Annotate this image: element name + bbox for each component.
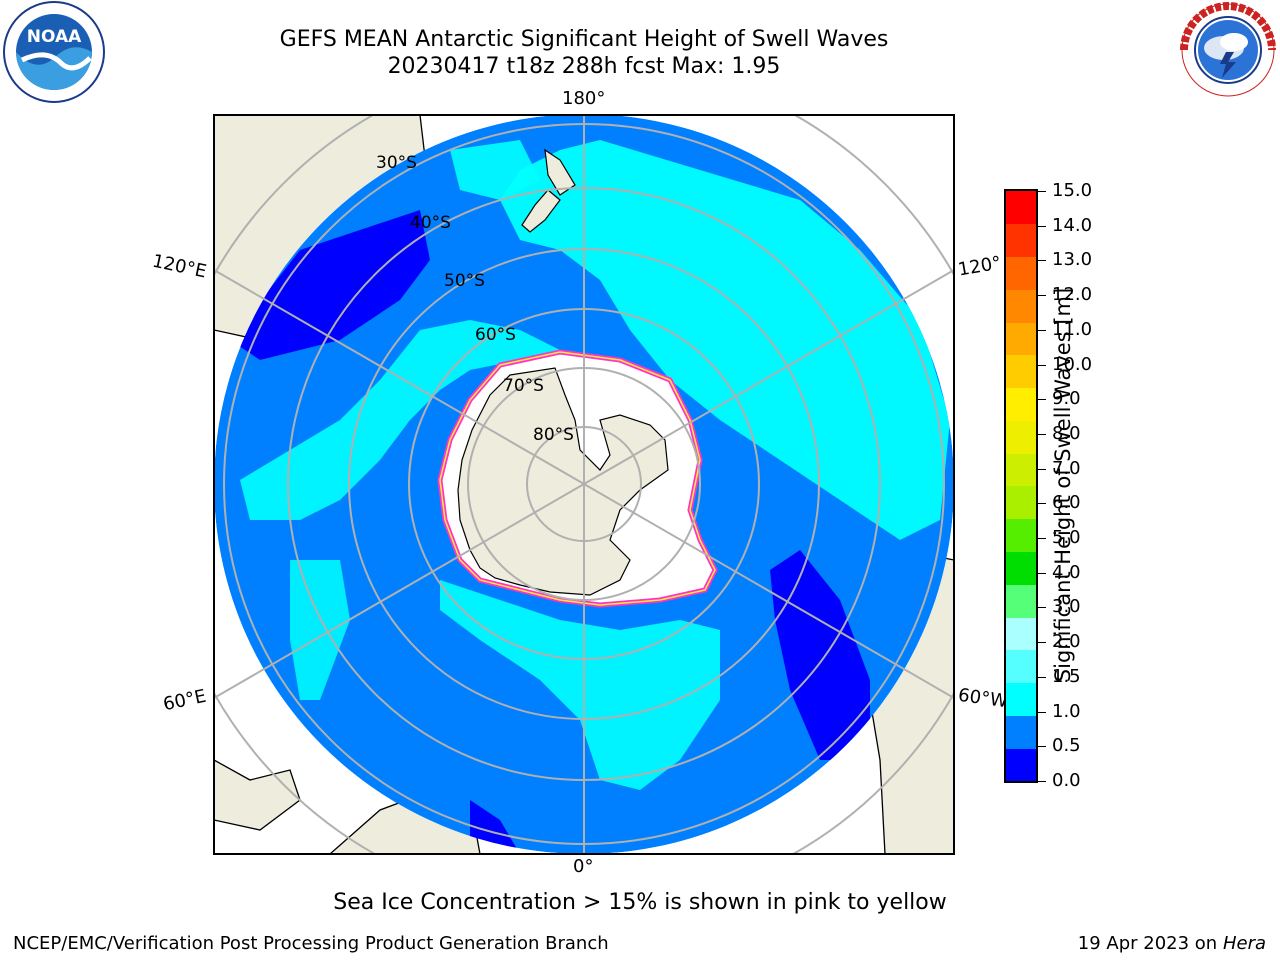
chart-title: GEFS MEAN Antarctic Significant Height o…: [279, 27, 889, 52]
footer-date: 19 Apr 2023 on Hera: [1078, 933, 1266, 954]
colorbar-tick-label: 13.0: [1052, 249, 1093, 271]
lat-label-70s: 70°S: [503, 376, 544, 396]
colorbar-tick: [1036, 191, 1046, 192]
colorbar-tick-label: 14.0: [1052, 214, 1093, 236]
lat-label-30s: 30°S: [376, 153, 417, 173]
colorbar-tick: [1036, 711, 1046, 713]
colorbar-tick-label: 5.0: [1052, 527, 1081, 549]
colorbar-segment: [1006, 453, 1036, 487]
colorbar-segment: [1006, 617, 1036, 651]
colorbar-tick: [1036, 364, 1046, 366]
colorbar-tick-label: 6.0: [1052, 492, 1081, 514]
colorbar-tick: [1036, 399, 1046, 401]
colorbar-tick-label: 4.0: [1052, 561, 1081, 583]
lon-label-0: 0°: [573, 856, 594, 877]
footer-date-text: 19 Apr 2023 on: [1077, 933, 1223, 954]
colorbar-tick: [1036, 676, 1046, 678]
lon-label-180: 180°: [562, 88, 606, 109]
colorbar-segment: [1006, 748, 1036, 782]
colorbar-tick-label: 2.0: [1052, 631, 1081, 653]
colorbar-tick-label: 15.0: [1052, 180, 1093, 201]
colorbar-segment: [1006, 289, 1036, 323]
sea-ice-note: Sea Ice Concentration > 15% is shown in …: [333, 890, 947, 915]
colorbar-tick-label: 9.0: [1052, 388, 1081, 410]
colorbar-tick: [1036, 538, 1046, 540]
colorbar-tick: [1036, 572, 1046, 574]
colorbar-tick: [1036, 225, 1046, 227]
colorbar-tick: [1036, 433, 1046, 435]
colorbar-segment: [1006, 486, 1036, 520]
colorbar-tick-label: 7.0: [1052, 457, 1081, 479]
colorbar-tick-label: 1.5: [1052, 665, 1081, 687]
colorbar-tick-label: 8.0: [1052, 422, 1081, 444]
colorbar-segment: [1006, 682, 1036, 716]
colorbar-tick-label: 0.0: [1052, 770, 1081, 791]
swell-patch-1: [290, 560, 350, 700]
colorbar-tick: [1036, 642, 1046, 644]
lat-label-40s: 40°S: [410, 213, 451, 233]
colorbar-segment: [1006, 518, 1036, 553]
chart-subtitle: 20230417 t18z 288h fcst Max: 1.95: [387, 54, 781, 79]
svg-text:NOAA: NOAA: [27, 27, 82, 47]
colorbar-tick: [1036, 329, 1046, 331]
colorbar-segment: [1006, 354, 1036, 389]
nws-logo-icon: [1180, 2, 1276, 97]
colorbar-segment: [1006, 420, 1036, 454]
noaa-logo-icon: NOAA: [3, 1, 105, 103]
lat-label-50s: 50°S: [444, 271, 485, 291]
colorbar-tick: [1036, 503, 1046, 505]
colorbar-tick: [1036, 260, 1046, 262]
colorbar-segment: [1006, 551, 1036, 585]
graticule: [214, 115, 954, 854]
colorbar-segment: [1006, 584, 1036, 618]
colorbar: [1004, 189, 1038, 783]
colorbar-tick-label: 3.0: [1052, 596, 1081, 618]
colorbar-tick-label: 0.5: [1052, 735, 1081, 757]
colorbar-tick-label: 10.0: [1052, 353, 1093, 375]
swell-pacific: [500, 140, 950, 540]
colorbar-segment: [1006, 387, 1036, 421]
colorbar-segment: [1006, 191, 1036, 225]
footer-host: Hera: [1222, 933, 1266, 954]
low-swell-south-america: [770, 550, 870, 760]
lat-label-80s: 80°S: [533, 425, 574, 445]
swell-atlantic: [440, 580, 720, 790]
colorbar-segment: [1006, 223, 1036, 258]
colorbar-segment: [1006, 322, 1036, 356]
colorbar-segment: [1006, 649, 1036, 684]
colorbar-tick: [1036, 746, 1046, 748]
land-antarctica: [457, 367, 669, 596]
colorbar-tick: [1036, 468, 1046, 470]
lat-label-60s: 60°S: [475, 325, 516, 345]
colorbar-segment: [1006, 715, 1036, 749]
colorbar-segment: [1006, 256, 1036, 290]
footer-branch: NCEP/EMC/Verification Post Processing Pr…: [13, 933, 609, 954]
colorbar-tick-label: 1.0: [1052, 700, 1081, 722]
colorbar-tick: [1036, 781, 1046, 782]
swell-indian: [240, 320, 560, 520]
colorbar-tick-label: 12.0: [1052, 284, 1093, 306]
colorbar-label: Significant Height of Swell Waves [m]: [1051, 287, 1075, 683]
swell-patch-2: [450, 140, 540, 200]
colorbar-tick: [1036, 295, 1046, 297]
low-swell-australia: [230, 210, 430, 360]
colorbar-tick-label: 11.0: [1052, 318, 1093, 340]
colorbar-tick: [1036, 607, 1046, 609]
